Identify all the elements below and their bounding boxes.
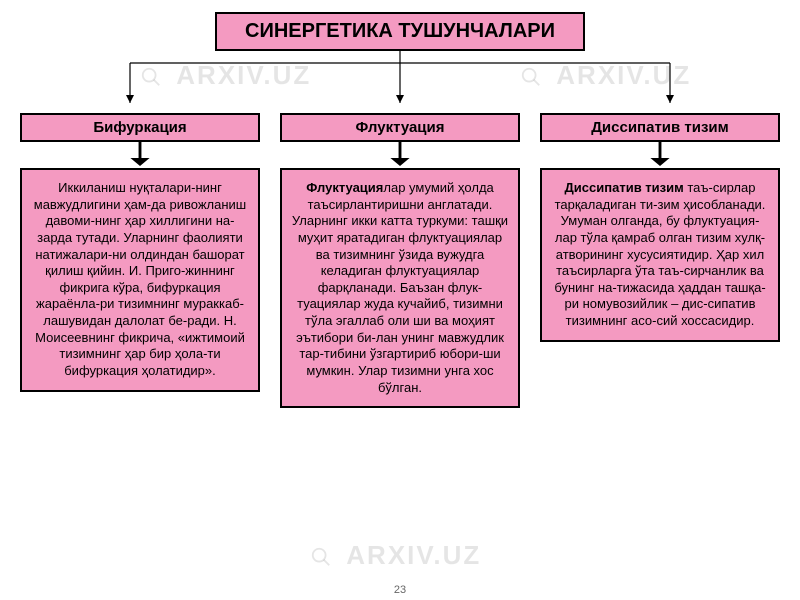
description-box: Диссипатив тизим таъ-сирлар тарқаладиган…: [540, 168, 780, 342]
description-text: Иккиланиш нуқталари-нинг мавжудлигини ҳа…: [34, 180, 246, 378]
column-dissipativ: Диссипатив тизим Диссипатив тизим таъ-си…: [540, 113, 780, 408]
subheading-box: Бифуркация: [20, 113, 260, 142]
column-bifurkatsiya: Бифуркация Иккиланиш нуқталари-нинг мавж…: [20, 113, 260, 408]
main-title-box: СИНЕРГЕТИКА ТУШУНЧАЛАРИ: [215, 12, 585, 51]
description-box: Флуктуациялар умумий ҳолда таъсирлантири…: [280, 168, 520, 408]
description-lead: Диссипатив тизим: [565, 180, 684, 195]
main-title-text: СИНЕРГЕТИКА ТУШУНЧАЛАРИ: [245, 20, 555, 42]
subheading-box: Флуктуация: [280, 113, 520, 142]
subheading-text: Диссипатив тизим: [591, 119, 729, 136]
diagram-container: СИНЕРГЕТИКА ТУШУНЧАЛАРИ Бифуркация: [0, 0, 800, 600]
subheading-text: Бифуркация: [93, 119, 186, 136]
columns-row: Бифуркация Иккиланиш нуқталари-нинг мавж…: [20, 113, 780, 408]
description-text: лар умумий ҳолда таъсирлантиришни англат…: [292, 180, 508, 395]
connector-down: [540, 142, 780, 168]
connector-down: [20, 142, 260, 168]
subheading-box: Диссипатив тизим: [540, 113, 780, 142]
subheading-text: Флуктуация: [355, 119, 444, 136]
description-text: таъ-сирлар тарқаладиган ти-зим ҳисоблана…: [554, 180, 765, 328]
description-lead: Флуктуация: [306, 180, 383, 195]
description-box: Иккиланиш нуқталари-нинг мавжудлигини ҳа…: [20, 168, 260, 392]
column-fluktuatsiya: Флуктуация Флуктуациялар умумий ҳолда та…: [280, 113, 520, 408]
connector-top: [20, 51, 780, 113]
connector-down: [280, 142, 520, 168]
